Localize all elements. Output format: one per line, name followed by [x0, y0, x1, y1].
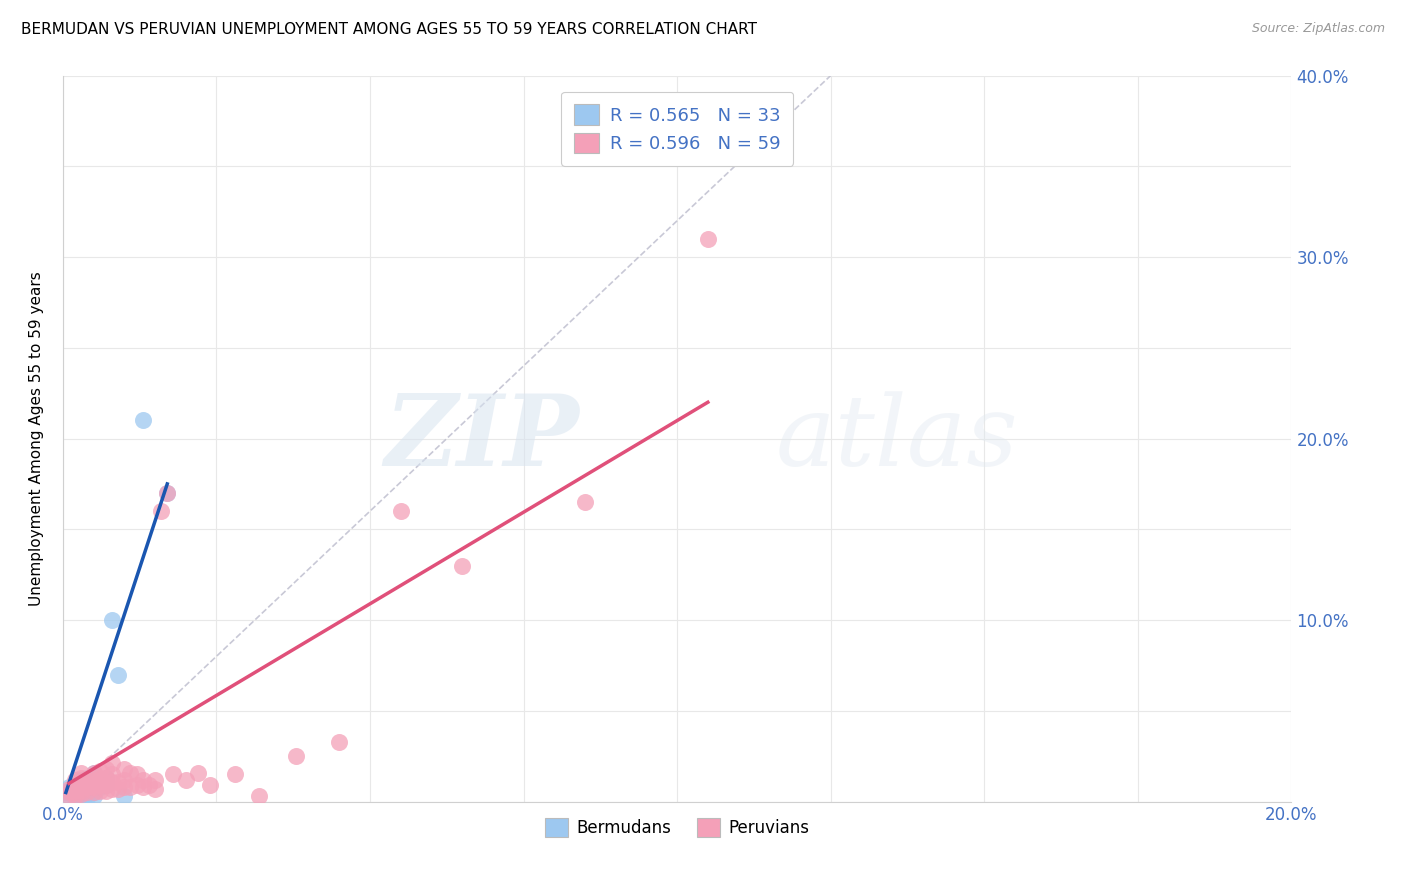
Point — [83, 765, 105, 780]
Point — [63, 778, 86, 792]
Point — [76, 776, 98, 790]
Point — [143, 772, 166, 787]
Point — [389, 504, 412, 518]
Point — [63, 781, 86, 796]
Point — [63, 791, 86, 805]
Point — [70, 783, 93, 797]
Point — [89, 780, 111, 794]
Point — [83, 765, 105, 780]
Point — [125, 778, 148, 792]
Point — [83, 785, 105, 799]
Point — [70, 791, 93, 805]
Point — [150, 504, 173, 518]
Point — [63, 785, 86, 799]
Point — [696, 232, 718, 246]
Point — [107, 781, 129, 796]
Point — [58, 789, 80, 804]
Point — [76, 772, 98, 787]
Point — [89, 771, 111, 785]
Point — [83, 772, 105, 787]
Point — [89, 783, 111, 797]
Point — [101, 774, 124, 789]
Point — [76, 781, 98, 796]
Point — [63, 780, 86, 794]
Point — [101, 613, 124, 627]
Point — [70, 787, 93, 801]
Point — [112, 772, 135, 787]
Point — [574, 495, 596, 509]
Point — [174, 772, 197, 787]
Point — [162, 767, 184, 781]
Point — [138, 778, 160, 792]
Point — [63, 772, 86, 787]
Point — [94, 778, 117, 792]
Point — [125, 767, 148, 781]
Point — [76, 785, 98, 799]
Y-axis label: Unemployment Among Ages 55 to 59 years: Unemployment Among Ages 55 to 59 years — [30, 271, 44, 606]
Point — [451, 558, 474, 573]
Point — [60, 787, 83, 801]
Point — [89, 778, 111, 792]
Point — [107, 774, 129, 789]
Point — [285, 749, 308, 764]
Point — [70, 787, 93, 801]
Point — [70, 778, 93, 792]
Point — [83, 774, 105, 789]
Text: ZIP: ZIP — [384, 391, 579, 487]
Point — [156, 486, 179, 500]
Point — [224, 767, 246, 781]
Point — [70, 765, 93, 780]
Point — [70, 783, 93, 797]
Point — [94, 778, 117, 792]
Point — [101, 767, 124, 781]
Point — [55, 785, 77, 799]
Point — [328, 734, 350, 748]
Point — [101, 781, 124, 796]
Point — [131, 772, 153, 787]
Point — [76, 771, 98, 785]
Point — [112, 780, 135, 794]
Point — [107, 667, 129, 681]
Point — [131, 780, 153, 794]
Legend: Bermudans, Peruvians: Bermudans, Peruvians — [538, 812, 815, 844]
Point — [70, 771, 93, 785]
Point — [83, 780, 105, 794]
Point — [63, 789, 86, 804]
Point — [143, 781, 166, 796]
Point — [58, 783, 80, 797]
Point — [70, 778, 93, 792]
Point — [131, 413, 153, 427]
Point — [156, 486, 179, 500]
Point — [58, 785, 80, 799]
Point — [120, 780, 142, 794]
Point — [120, 765, 142, 780]
Point — [247, 789, 270, 804]
Point — [70, 772, 93, 787]
Point — [58, 781, 80, 796]
Point — [187, 765, 209, 780]
Point — [89, 764, 111, 778]
Point — [76, 787, 98, 801]
Point — [58, 780, 80, 794]
Point — [101, 756, 124, 771]
Point — [76, 780, 98, 794]
Point — [94, 783, 117, 797]
Point — [94, 771, 117, 785]
Point — [58, 789, 80, 804]
Text: Source: ZipAtlas.com: Source: ZipAtlas.com — [1251, 22, 1385, 36]
Text: BERMUDAN VS PERUVIAN UNEMPLOYMENT AMONG AGES 55 TO 59 YEARS CORRELATION CHART: BERMUDAN VS PERUVIAN UNEMPLOYMENT AMONG … — [21, 22, 756, 37]
Point — [94, 762, 117, 776]
Point — [94, 771, 117, 785]
Point — [83, 785, 105, 799]
Point — [112, 789, 135, 804]
Point — [89, 772, 111, 787]
Point — [63, 785, 86, 799]
Point — [76, 791, 98, 805]
Text: atlas: atlas — [776, 391, 1018, 486]
Point — [112, 762, 135, 776]
Point — [200, 778, 222, 792]
Point — [83, 789, 105, 804]
Point — [83, 780, 105, 794]
